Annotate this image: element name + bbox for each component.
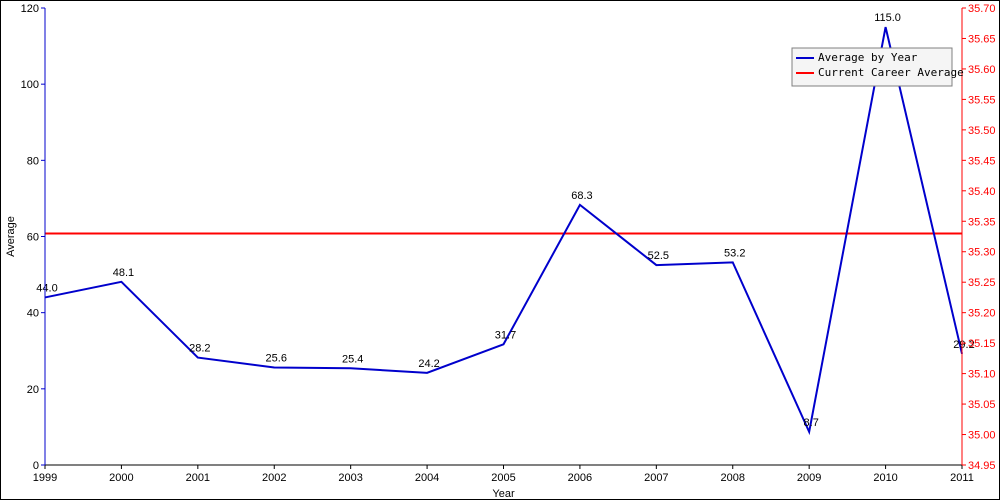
x-tick-label: 2004 — [415, 472, 439, 484]
legend-label: Average by Year — [818, 51, 918, 64]
series-line — [45, 27, 962, 432]
x-tick-label: 2011 — [950, 472, 974, 484]
y-right-tick-label: 35.50 — [968, 125, 996, 137]
y-right-tick-label: 35.15 — [968, 338, 996, 350]
x-tick-label: 2001 — [186, 472, 210, 484]
x-tick-label: 2008 — [721, 472, 745, 484]
point-label: 31.7 — [495, 329, 516, 341]
point-label: 48.1 — [113, 267, 134, 279]
y-right-tick-label: 35.65 — [968, 33, 996, 45]
y-left-tick-label: 100 — [21, 79, 39, 91]
y-right-tick-label: 35.10 — [968, 369, 996, 381]
y-right-tick-label: 34.95 — [968, 460, 996, 472]
x-axis-label: Year — [492, 488, 515, 500]
point-label: 24.2 — [418, 358, 439, 370]
y-right-tick-label: 35.00 — [968, 430, 996, 442]
point-label: 68.3 — [571, 190, 592, 202]
y-right-tick-label: 35.30 — [968, 247, 996, 259]
y-left-tick-label: 20 — [27, 384, 39, 396]
y-left-tick-label: 60 — [27, 232, 39, 244]
x-tick-label: 2007 — [644, 472, 668, 484]
y-left-axis-label: Average — [5, 216, 17, 257]
y-left-tick-label: 80 — [27, 155, 39, 167]
point-label: 44.0 — [36, 282, 57, 294]
x-tick-label: 2010 — [873, 472, 897, 484]
x-tick-label: 2002 — [262, 472, 286, 484]
y-right-tick-label: 35.25 — [968, 277, 996, 289]
x-tick-label: 2005 — [491, 472, 515, 484]
y-right-tick-label: 35.70 — [968, 3, 996, 15]
y-right-tick-label: 35.60 — [968, 64, 996, 76]
y-left-tick-label: 120 — [21, 3, 39, 15]
x-tick-label: 2006 — [568, 472, 592, 484]
chart-svg: 44.0 48.1 28.2 25.6 25.4 24.2 31.7 68.3 52.5 53.2… — [0, 0, 1000, 500]
point-label: 25.6 — [266, 353, 287, 365]
y-left-tick-label: 0 — [33, 460, 39, 472]
point-label: 8.7 — [804, 417, 819, 429]
point-label: 53.2 — [724, 247, 745, 259]
y-right-tick-label: 35.55 — [968, 94, 996, 106]
chart-container: 44.0 48.1 28.2 25.6 25.4 24.2 31.7 68.3 52.5 53.2… — [0, 0, 1000, 500]
legend-label: Current Career Average — [818, 66, 964, 79]
point-label: 28.2 — [189, 343, 210, 355]
y-right-tick-label: 35.40 — [968, 186, 996, 198]
x-tick-label: 2000 — [109, 472, 133, 484]
x-tick-label: 2003 — [338, 472, 362, 484]
y-right-tick-label: 35.20 — [968, 308, 996, 320]
point-label: 115.0 — [874, 12, 901, 24]
y-right-tick-label: 35.45 — [968, 155, 996, 167]
y-right-tick-label: 35.05 — [968, 399, 996, 411]
point-label: 52.5 — [648, 250, 669, 262]
y-left-tick-label: 40 — [27, 308, 39, 320]
point-label: 25.4 — [342, 353, 363, 365]
x-tick-label: 2009 — [797, 472, 821, 484]
x-tick-label: 1999 — [33, 472, 57, 484]
y-right-tick-label: 35.35 — [968, 216, 996, 228]
